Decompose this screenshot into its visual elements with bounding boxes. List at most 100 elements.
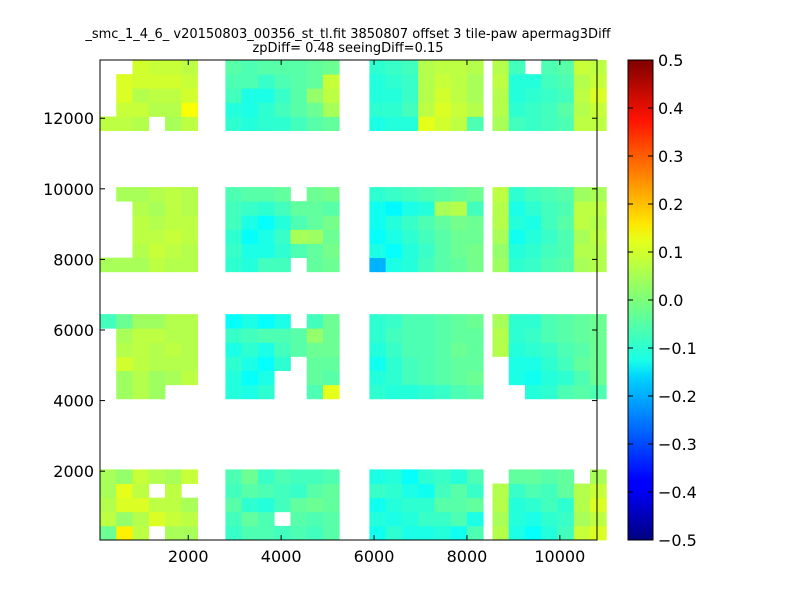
heatmap-cell: [290, 102, 308, 117]
heatmap-cell: [148, 497, 166, 513]
heatmap-cell: [181, 74, 198, 89]
heatmap-cell: [322, 497, 340, 513]
heatmap-cell: [541, 116, 558, 131]
heatmap-cell: [401, 88, 419, 103]
heatmap-cell: [225, 469, 243, 484]
heatmap-cell: [557, 88, 575, 103]
heatmap-cell: [590, 497, 607, 513]
heatmap-cell: [148, 511, 166, 527]
heatmap-cell: [525, 201, 542, 216]
heatmap-cell: [418, 497, 435, 513]
heatmap-cell: [306, 215, 324, 230]
heatmap-cell: [525, 314, 542, 329]
heatmap-cell: [450, 328, 468, 343]
heatmap-cell: [401, 243, 419, 259]
heatmap-cell: [418, 201, 435, 216]
heatmap-cell: [241, 229, 259, 244]
heatmap-cell: [225, 525, 243, 541]
heatmap-cell: [434, 229, 452, 244]
heatmap-cell: [165, 102, 182, 117]
heatmap-cell: [450, 243, 468, 259]
heatmap-cell: [165, 257, 182, 273]
heatmap-cell: [541, 469, 558, 484]
heatmap-cell: [132, 314, 150, 329]
colorbar-tick-label: 0.5: [658, 51, 683, 70]
heatmap-cell: [590, 483, 607, 499]
heatmap-cell: [181, 116, 198, 131]
heatmap-cell: [181, 229, 198, 244]
heatmap-cell: [401, 384, 419, 400]
heatmap-cell: [541, 497, 558, 513]
heatmap-cell: [290, 74, 308, 89]
heatmap-cell: [225, 314, 243, 329]
heatmap-cell: [369, 215, 387, 230]
heatmap-cell: [557, 187, 575, 202]
heatmap-cell: [257, 229, 275, 244]
heatmap-cell: [165, 525, 182, 541]
plot-frame: [99, 59, 598, 541]
heatmap-cell: [573, 314, 591, 329]
heatmap-cell: [508, 215, 526, 230]
heatmap-cell: [225, 116, 243, 131]
heatmap-cell: [100, 257, 117, 273]
heatmap-cell: [466, 342, 484, 357]
heatmap-cell: [450, 116, 468, 131]
colorbar-tick-label: −0.2: [658, 387, 697, 406]
heatmap-cell: [573, 525, 591, 541]
heatmap-cell: [306, 201, 324, 216]
heatmap-cell: [165, 201, 182, 216]
heatmap-cell: [541, 187, 558, 202]
heatmap-cell: [508, 370, 526, 386]
heatmap-cell: [492, 88, 510, 103]
heatmap-cell: [508, 497, 526, 513]
heatmap-cell: [274, 88, 291, 103]
heatmap-cell: [181, 215, 198, 230]
heatmap-cell: [557, 511, 575, 527]
heatmap-cell: [148, 229, 166, 244]
heatmap-cell: [132, 116, 150, 131]
heatmap-cell: [306, 384, 324, 400]
heatmap-cell: [116, 483, 133, 499]
heatmap-cell: [434, 187, 452, 202]
heatmap-cell: [290, 469, 308, 484]
heatmap-cell: [418, 102, 435, 117]
heatmap-cell: [466, 469, 484, 484]
heatmap-cell: [525, 328, 542, 343]
heatmap-cell: [525, 370, 542, 386]
heatmap-cell: [225, 215, 243, 230]
heatmap-cell: [450, 511, 468, 527]
heatmap-cell: [557, 525, 575, 541]
heatmap-cell: [181, 88, 198, 103]
heatmap-cell: [590, 243, 607, 259]
heatmap-cell: [322, 511, 340, 527]
heatmap-cell: [257, 257, 275, 273]
heatmap-cell: [385, 88, 403, 103]
y-tick-label: 6000: [53, 321, 94, 340]
heatmap-cell: [541, 328, 558, 343]
heatmap-cell: [401, 370, 419, 386]
heatmap-cell: [257, 511, 275, 527]
heatmap-cell: [257, 328, 275, 343]
heatmap-cell: [132, 201, 150, 216]
heatmap-cell: [557, 370, 575, 386]
heatmap-cell: [573, 243, 591, 259]
heatmap-cell: [369, 116, 387, 131]
heatmap-cell: [385, 328, 403, 343]
heatmap-cell: [369, 243, 387, 259]
heatmap-cell: [418, 116, 435, 131]
heatmap-cell: [225, 60, 243, 75]
heatmap-cell: [100, 525, 117, 541]
heatmap-cell: [466, 370, 484, 386]
heatmap-cell: [290, 483, 308, 499]
heatmap-cell: [165, 215, 182, 230]
heatmap-cell: [385, 314, 403, 329]
heatmap-cell: [525, 497, 542, 513]
heatmap-cell: [418, 511, 435, 527]
heatmap-cell: [322, 257, 340, 273]
heatmap-cell: [322, 469, 340, 484]
heatmap-cell: [508, 116, 526, 131]
heatmap-cell: [148, 60, 166, 75]
heatmap-cell: [369, 342, 387, 357]
x-tick-label: 10000: [534, 547, 585, 566]
heatmap-cell: [322, 60, 340, 75]
